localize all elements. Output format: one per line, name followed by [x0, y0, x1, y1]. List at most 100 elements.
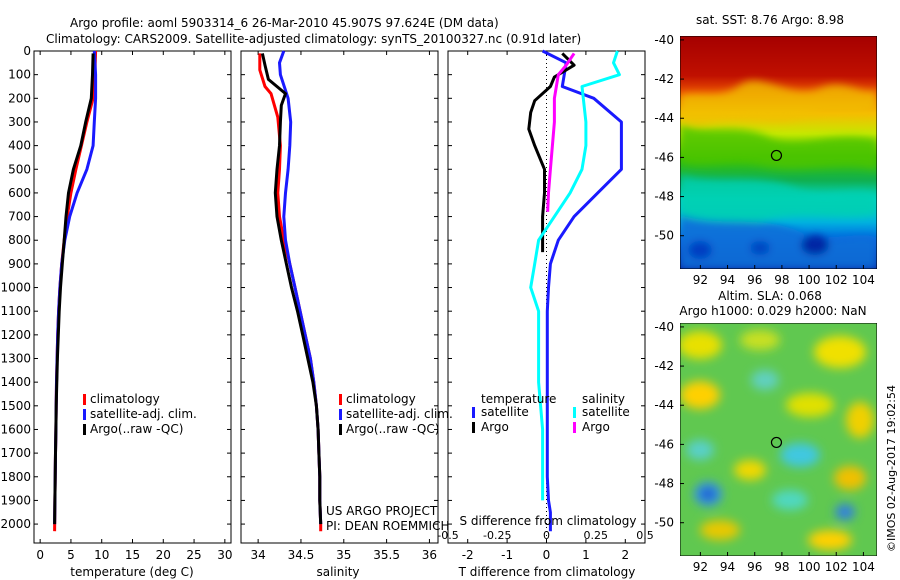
x-tick-label: 30 [217, 548, 232, 562]
salinity-tick-label: 0.5 [636, 529, 654, 542]
y-tick-label: 1600 [0, 422, 31, 436]
x-tick-label: 20 [156, 548, 171, 562]
legend-label: Argo [481, 420, 509, 434]
legend-swatch [83, 394, 86, 405]
salinity-xlabel: salinity [316, 565, 359, 579]
legend-header: temperature [481, 392, 556, 406]
y-tick-label: 700 [8, 210, 31, 224]
series-line-salinity-argo [546, 52, 576, 212]
x-tick-label: -2 [462, 548, 474, 562]
x-tick-label: 96 [747, 273, 762, 287]
y-tick-label: -48 [654, 190, 674, 204]
x-tick-label: 2 [621, 548, 629, 562]
y-tick-label: 1300 [0, 352, 31, 366]
y-tick-label: 300 [8, 115, 31, 129]
x-tick-label: 1 [582, 548, 590, 562]
difference-chart: -2 -1 0 1 2 -0.5 -0.25 0 0.25 0.5 temperature salin… [437, 49, 654, 562]
y-tick-label: -50 [654, 229, 674, 243]
salinity-tick-label: -0.5 [437, 529, 458, 542]
x-tick-label: 0 [36, 548, 44, 562]
x-tick-label: 94 [720, 560, 735, 574]
x-tick-label: 5 [67, 548, 75, 562]
x-tick-label: 100 [798, 560, 821, 574]
legend-label: Argo(..raw -QC) [346, 422, 439, 436]
series-line-argo-raw-qc- [53, 53, 95, 525]
sst-map-title: sat. SST: 8.76 Argo: 8.98 [696, 13, 844, 27]
legend-label: climatology [90, 392, 160, 406]
temperature-xlabel: temperature (deg C) [70, 565, 193, 579]
y-tick-label: -44 [654, 111, 674, 125]
sst-map [680, 36, 877, 269]
series-line-temperature-satellite [541, 49, 623, 532]
y-tick-label: 600 [8, 186, 31, 200]
y-tick-label: -46 [654, 437, 674, 451]
x-tick-label: 94 [720, 273, 735, 287]
legend-swatch [339, 424, 342, 435]
y-tick-label: 0 [23, 44, 31, 58]
x-tick-label: 104 [852, 273, 875, 287]
y-tick-label: 2000 [0, 517, 31, 531]
x-tick-label: 15 [125, 548, 140, 562]
argo-position-marker [770, 149, 783, 162]
x-tick-label: 0 [543, 548, 551, 562]
legend-header: salinity [582, 392, 625, 406]
x-tick-label: 92 [693, 273, 708, 287]
legend-swatch [83, 424, 86, 435]
x-tick-label: 25 [186, 548, 201, 562]
y-tick-label: -42 [654, 72, 674, 86]
x-tick-label: 35 [336, 548, 351, 562]
difference-top-xlabel: S difference from climatology [460, 514, 637, 528]
y-tick-label: 1500 [0, 399, 31, 413]
x-tick-label: -1 [501, 548, 513, 562]
legend-label: Argo(..raw -QC) [90, 422, 183, 436]
x-tick-label: 96 [747, 560, 762, 574]
x-tick-label: 102 [825, 273, 848, 287]
legend-label: satellite [481, 405, 529, 419]
sst-map-axes: 92 94 96 98 100 102 104 -40 -42 -44 -46 -48 -50 [654, 33, 874, 287]
legend-swatch [573, 422, 576, 433]
legend-swatch [339, 394, 342, 405]
x-tick-label: 36 [422, 548, 437, 562]
legend-swatch [472, 407, 475, 418]
x-tick-label: 34 [250, 548, 265, 562]
project-credit: US ARGO PROJECT [326, 504, 438, 518]
y-tick-label: 1100 [0, 304, 31, 318]
legend-swatch [472, 422, 475, 433]
sla-map-title: Altim. SLA: 0.068 [718, 289, 822, 303]
legend-label: Argo [582, 420, 610, 434]
x-tick-label: 10 [94, 548, 109, 562]
salinity-chart: 34 34.5 35 35.5 36 climatologysatellite-adj. … [241, 50, 453, 562]
sla-map-subtitle: Argo h1000: 0.029 h2000: NaN [679, 304, 866, 318]
salinity-panel-frame [240, 50, 439, 544]
y-tick-label: 1000 [0, 281, 31, 295]
x-tick-label: 104 [852, 560, 875, 574]
y-tick-label: 1700 [0, 446, 31, 460]
series-line-satellite-adj-clim- [278, 50, 323, 525]
y-tick-label: -46 [654, 150, 674, 164]
legend-label: climatology [346, 392, 416, 406]
series-line-salinity-satellite [529, 50, 621, 501]
x-tick-label: 34.5 [288, 548, 315, 562]
y-tick-label: 1200 [0, 328, 31, 342]
temperature-panel-frame [33, 50, 232, 544]
series-line-temperature-argo [527, 52, 576, 253]
argo-position-marker [770, 436, 783, 449]
difference-xlabel: T difference from climatology [458, 565, 636, 579]
x-tick-label: 98 [774, 273, 789, 287]
x-tick-label: 35.5 [373, 548, 400, 562]
figure-title-line2: Climatology: CARS2009. Satellite-adjuste… [46, 32, 581, 46]
y-tick-label: 800 [8, 233, 31, 247]
y-tick-label: -48 [654, 477, 674, 491]
figure-title-line1: Argo profile: aoml 5903314_6 26-Mar-2010… [70, 16, 499, 30]
salinity-tick-label: 0.25 [584, 529, 609, 542]
legend-swatch [573, 407, 576, 418]
x-tick-label: 100 [798, 273, 821, 287]
y-tick-label: 1900 [0, 493, 31, 507]
salinity-tick-label: -0.25 [483, 529, 511, 542]
x-tick-label: 98 [774, 560, 789, 574]
legend-label: satellite-adj. clim. [346, 407, 453, 421]
y-tick-label: 200 [8, 91, 31, 105]
pi-credit: PI: DEAN ROEMMICH [326, 519, 449, 533]
legend-label: satellite [582, 405, 630, 419]
